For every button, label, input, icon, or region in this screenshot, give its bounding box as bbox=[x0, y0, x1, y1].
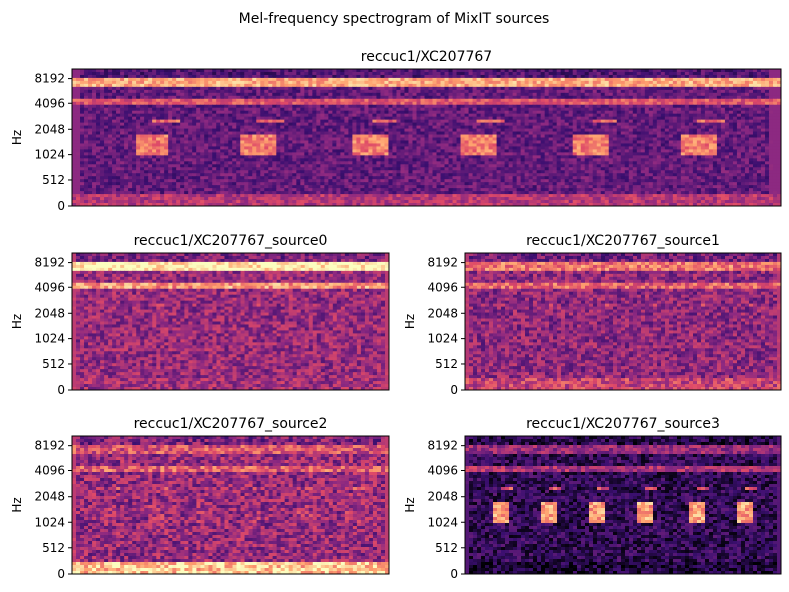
y-tick-label: 512 bbox=[42, 357, 65, 371]
y-tick-label: 2048 bbox=[34, 306, 65, 320]
spectrogram-heatmap bbox=[72, 253, 389, 390]
y-tick-label: 2048 bbox=[427, 490, 458, 504]
panel-title: reccuc1/XC207767_source1 bbox=[526, 233, 720, 249]
y-tick-label: 4096 bbox=[427, 464, 458, 478]
y-axis-label: Hz bbox=[403, 497, 417, 512]
y-tick-label: 0 bbox=[57, 383, 65, 397]
y-tick-label: 2048 bbox=[34, 122, 65, 136]
y-tick-label: 8192 bbox=[34, 256, 65, 270]
figure-suptitle: Mel-frequency spectrogram of MixIT sourc… bbox=[239, 11, 550, 27]
panel-title: reccuc1/XC207767 bbox=[361, 49, 492, 65]
spectrogram-heatmap bbox=[72, 436, 389, 574]
y-tick-label: 512 bbox=[42, 541, 65, 555]
spectrogram-heatmap bbox=[465, 436, 781, 574]
y-tick-label: 0 bbox=[450, 567, 458, 581]
panel-title: reccuc1/XC207767_source2 bbox=[134, 416, 328, 432]
y-tick-label: 1024 bbox=[34, 332, 65, 346]
y-tick-label: 0 bbox=[57, 199, 65, 213]
y-axis-label: Hz bbox=[10, 497, 24, 512]
y-tick-label: 0 bbox=[450, 383, 458, 397]
y-tick-label: 512 bbox=[435, 541, 458, 555]
spectrogram-panel-0: reccuc1/XC207767 Hz 0 512 1024 2048 4096 8192 bbox=[10, 49, 782, 213]
axes-frame bbox=[71, 435, 390, 575]
y-tick-label: 4096 bbox=[34, 280, 65, 294]
axes-frame bbox=[71, 252, 390, 391]
y-tick-label: 8192 bbox=[34, 439, 65, 453]
y-tick-label: 8192 bbox=[427, 256, 458, 270]
y-tick-label: 1024 bbox=[34, 148, 65, 162]
spectrogram-heatmap bbox=[465, 253, 781, 390]
spectrogram-panel-2: reccuc1/XC207767_source1 Hz 0 512 1024 2048 40… bbox=[403, 233, 782, 397]
y-axis-label: Hz bbox=[403, 314, 417, 329]
y-tick-label: 512 bbox=[435, 357, 458, 371]
axes-frame bbox=[71, 68, 782, 207]
spectrogram-panel-4: reccuc1/XC207767_source3 Hz 0 512 1024 2048 40… bbox=[403, 416, 782, 581]
y-tick-label: 1024 bbox=[427, 515, 458, 529]
axes-frame bbox=[464, 252, 782, 391]
y-tick-label: 2048 bbox=[427, 306, 458, 320]
y-tick-label: 1024 bbox=[34, 515, 65, 529]
y-axis-label: Hz bbox=[10, 314, 24, 329]
y-tick-label: 4096 bbox=[34, 96, 65, 110]
panel-title: reccuc1/XC207767_source0 bbox=[134, 233, 328, 249]
panel-title: reccuc1/XC207767_source3 bbox=[526, 416, 720, 432]
spectrogram-panel-1: reccuc1/XC207767_source0 Hz 0 512 1024 2048 40… bbox=[10, 233, 390, 397]
y-tick-label: 512 bbox=[42, 173, 65, 187]
axes-frame bbox=[464, 435, 782, 575]
y-axis-label: Hz bbox=[10, 130, 24, 145]
y-tick-label: 4096 bbox=[427, 280, 458, 294]
y-tick-label: 0 bbox=[57, 567, 65, 581]
y-tick-label: 2048 bbox=[34, 490, 65, 504]
spectrogram-heatmap bbox=[72, 69, 781, 206]
y-tick-label: 1024 bbox=[427, 332, 458, 346]
y-tick-label: 8192 bbox=[427, 439, 458, 453]
y-tick-label: 4096 bbox=[34, 464, 65, 478]
spectrogram-panel-3: reccuc1/XC207767_source2 Hz 0 512 1024 2048 40… bbox=[10, 416, 390, 581]
y-tick-label: 8192 bbox=[34, 72, 65, 86]
